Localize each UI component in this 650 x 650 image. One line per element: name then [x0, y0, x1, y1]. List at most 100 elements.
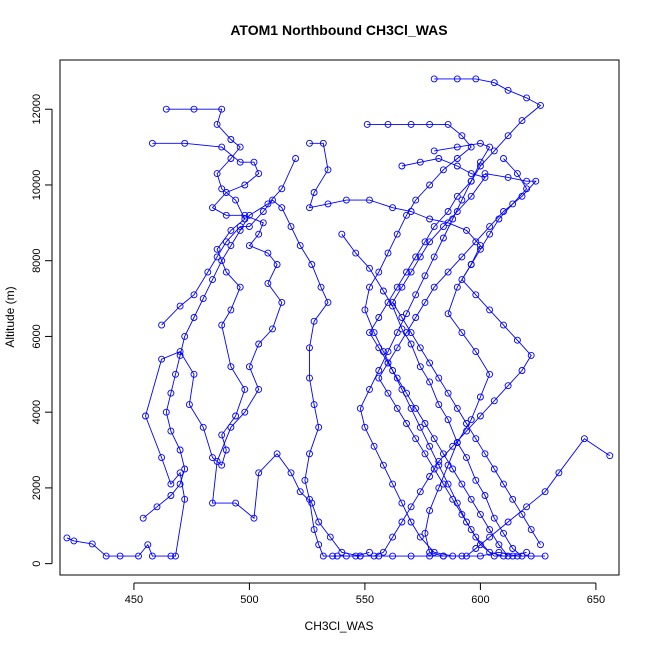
- data-point: [580, 435, 588, 443]
- data-point: [222, 446, 230, 454]
- data-point: [356, 404, 364, 412]
- data-point: [509, 545, 517, 552]
- series-2: [148, 139, 447, 560]
- data-point: [366, 264, 373, 272]
- data-point: [416, 423, 424, 431]
- data-point: [398, 283, 406, 291]
- series-7: [329, 155, 535, 560]
- data-point: [158, 321, 166, 329]
- data-point: [338, 230, 346, 238]
- data-point: [190, 370, 198, 378]
- data-point: [375, 552, 383, 560]
- data-point: [213, 253, 221, 261]
- data-point: [407, 518, 415, 526]
- data-point: [453, 208, 461, 215]
- data-point: [458, 510, 466, 518]
- data-point: [269, 325, 276, 333]
- data-point: [458, 329, 466, 337]
- data-point: [308, 261, 316, 268]
- data-point: [158, 454, 166, 462]
- data-point: [416, 344, 424, 352]
- data-point: [255, 385, 263, 393]
- data-point: [379, 287, 387, 295]
- x-tick-label: 600: [471, 594, 489, 606]
- data-point: [370, 442, 378, 450]
- data-point: [421, 420, 429, 427]
- data-point: [324, 166, 332, 174]
- data-point: [255, 170, 263, 178]
- data-point: [472, 545, 480, 552]
- data-point: [63, 534, 71, 542]
- data-point: [467, 192, 475, 200]
- data-point: [319, 552, 327, 560]
- data-point: [308, 499, 316, 507]
- data-point: [463, 420, 470, 427]
- data-point: [476, 245, 484, 253]
- y-axis: 0 2000 4000 6000 8000 10000 12000: [31, 94, 53, 567]
- data-point: [250, 514, 258, 522]
- data-point: [278, 204, 286, 212]
- data-point: [426, 442, 434, 450]
- data-point: [407, 120, 415, 128]
- data-point: [416, 253, 424, 261]
- data-point: [162, 408, 170, 416]
- series-line: [142, 158, 297, 519]
- data-point: [176, 302, 184, 310]
- data-point: [176, 351, 184, 359]
- data-point: [513, 170, 521, 178]
- data-point: [458, 132, 466, 140]
- x-tick-label: 650: [587, 594, 605, 606]
- series-line: [359, 142, 611, 557]
- data-point: [278, 298, 286, 306]
- data-point: [236, 143, 244, 151]
- data-point: [486, 370, 494, 378]
- data-point: [167, 492, 175, 499]
- data-point: [227, 363, 235, 371]
- data-point: [421, 529, 429, 537]
- data-point: [476, 139, 484, 147]
- data-point: [389, 204, 397, 212]
- data-point: [222, 238, 230, 246]
- data-point: [518, 192, 526, 200]
- data-point: [403, 420, 410, 427]
- data-point: [523, 94, 531, 102]
- data-point: [209, 454, 216, 462]
- data-point: [412, 196, 420, 204]
- data-point: [167, 427, 175, 435]
- data-point: [500, 480, 507, 488]
- data-point: [227, 306, 235, 314]
- data-point: [407, 329, 415, 337]
- data-point: [407, 404, 415, 412]
- data-point: [444, 480, 452, 488]
- data-point: [398, 518, 406, 526]
- data-point: [513, 336, 521, 344]
- data-point: [306, 374, 313, 382]
- data-point: [435, 401, 443, 409]
- data-point: [236, 283, 244, 291]
- data-point: [389, 367, 397, 374]
- data-point: [426, 120, 434, 128]
- data-point: [393, 404, 401, 412]
- data-point: [518, 117, 526, 125]
- data-point: [490, 397, 498, 405]
- data-point: [407, 268, 415, 276]
- data-point: [324, 298, 332, 306]
- data-point: [310, 189, 318, 196]
- data-point: [430, 253, 438, 261]
- data-point: [384, 249, 392, 257]
- data-point: [264, 200, 272, 208]
- data-point: [439, 234, 447, 242]
- data-point: [199, 295, 207, 303]
- data-point: [439, 552, 447, 560]
- data-point: [227, 242, 235, 250]
- data-point: [463, 518, 470, 526]
- data-point: [352, 249, 360, 257]
- data-point: [241, 408, 249, 416]
- data-point: [269, 196, 276, 204]
- data-point: [389, 302, 397, 310]
- data-point: [236, 158, 244, 166]
- data-point: [241, 211, 249, 219]
- x-tick-label: 550: [356, 594, 374, 606]
- data-point: [426, 473, 434, 480]
